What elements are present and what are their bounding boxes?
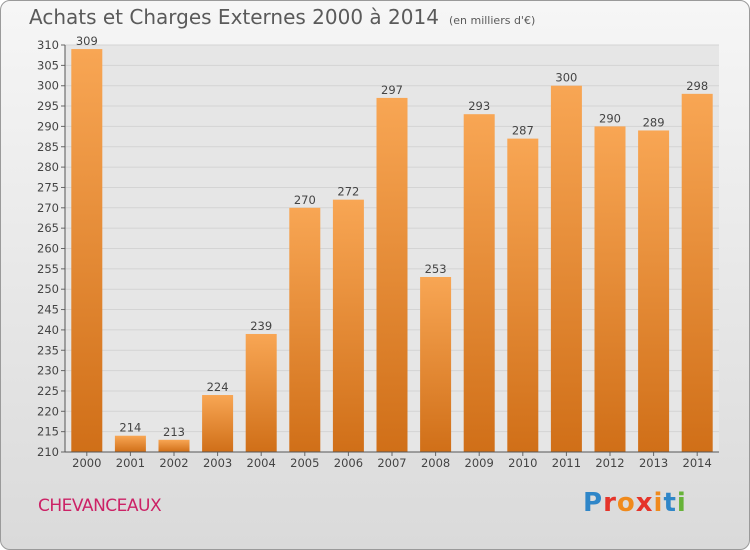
data-label: 297: [381, 83, 403, 97]
bar-2002: [158, 439, 190, 452]
logo-letter: o: [616, 488, 636, 518]
data-label: 270: [294, 193, 316, 207]
y-tick-label: 250: [37, 282, 59, 296]
x-tick-label: 2012: [595, 456, 624, 470]
y-tick-label: 225: [37, 384, 59, 398]
x-tick-label: 2011: [552, 456, 581, 470]
logo-letter: P: [583, 488, 604, 518]
data-label: 298: [686, 79, 708, 93]
chart-title-text: Achats et Charges Externes 2000 à 2014: [29, 5, 439, 29]
logo-letter: t: [663, 488, 677, 518]
bar-2012: [594, 126, 626, 453]
y-axis-ticks: 210 215 220 225 230 235 240 245 250 255 260 265 270 2…: [37, 38, 65, 459]
y-tick-label: 220: [37, 404, 59, 418]
data-label: 289: [643, 115, 665, 129]
x-tick-label: 2001: [116, 456, 145, 470]
x-tick-label: 2007: [377, 456, 406, 470]
y-tick-label: 270: [37, 201, 59, 215]
data-label: 272: [337, 185, 359, 199]
x-tick-label: 2000: [72, 456, 101, 470]
data-label: 213: [163, 425, 185, 439]
proxiti-logo[interactable]: Proxiti: [583, 488, 687, 518]
x-tick-label: 2002: [159, 456, 188, 470]
chart-title-unit: (en milliers d'€): [448, 14, 536, 27]
logo-letter: i: [653, 488, 664, 518]
y-tick-label: 240: [37, 323, 59, 337]
x-tick-label: 2009: [465, 456, 494, 470]
bar-2001: [114, 435, 146, 452]
data-label: 290: [599, 111, 621, 125]
data-label: 214: [119, 421, 141, 435]
y-tick-label: 265: [37, 221, 59, 235]
y-tick-label: 290: [37, 119, 59, 133]
bar-2009: [463, 114, 495, 452]
y-tick-label: 305: [37, 58, 59, 72]
data-label: 293: [468, 99, 490, 113]
logo-letter: x: [635, 488, 654, 518]
bar-2014: [681, 93, 713, 452]
x-tick-label: 2004: [247, 456, 276, 470]
data-label: 239: [250, 319, 272, 333]
bar-2013: [638, 130, 670, 452]
y-tick-label: 260: [37, 242, 59, 256]
bar-2010: [507, 138, 539, 453]
y-tick-label: 230: [37, 364, 59, 378]
x-tick-label: 2003: [203, 456, 232, 470]
commune-name: CHEVANCEAUX: [38, 496, 162, 516]
x-tick-label: 2006: [334, 456, 363, 470]
bar-2005: [289, 207, 321, 452]
bar-2003: [202, 395, 234, 452]
bar-2011: [550, 85, 582, 452]
bar-2006: [332, 199, 364, 452]
bar-2000: [71, 49, 103, 452]
x-axis-ticks: 2000 2001 2002 2003 2004 2005 2006 2007 2008 2009…: [72, 452, 712, 470]
y-tick-label: 275: [37, 180, 59, 194]
y-tick-label: 210: [37, 445, 59, 459]
bar-2008: [420, 276, 452, 452]
bars: [71, 49, 713, 453]
y-tick-label: 295: [37, 99, 59, 113]
x-tick-label: 2008: [421, 456, 450, 470]
bar-2004: [245, 333, 277, 452]
data-label: 287: [512, 124, 534, 138]
y-tick-label: 255: [37, 262, 59, 276]
x-tick-label: 2014: [683, 456, 712, 470]
data-label: 309: [76, 34, 98, 48]
data-label: 300: [555, 71, 577, 85]
y-tick-label: 285: [37, 140, 59, 154]
x-tick-label: 2013: [639, 456, 668, 470]
y-tick-label: 215: [37, 425, 59, 439]
y-tick-label: 300: [37, 79, 59, 93]
x-tick-label: 2005: [290, 456, 319, 470]
y-tick-label: 280: [37, 160, 59, 174]
bar-2007: [376, 97, 408, 452]
logo-letter: r: [603, 488, 617, 518]
y-tick-label: 310: [37, 38, 59, 52]
data-label: 253: [425, 262, 447, 276]
y-tick-label: 235: [37, 343, 59, 357]
data-labels: 309 214 213 224 239 270 272 297 253 293 287 300 290 2…: [76, 34, 708, 439]
data-label: 224: [207, 380, 229, 394]
y-tick-label: 245: [37, 303, 59, 317]
logo-letter: i: [676, 488, 687, 518]
x-tick-label: 2010: [508, 456, 537, 470]
chart-title: Achats et Charges Externes 2000 à 2014 (e…: [29, 5, 535, 29]
